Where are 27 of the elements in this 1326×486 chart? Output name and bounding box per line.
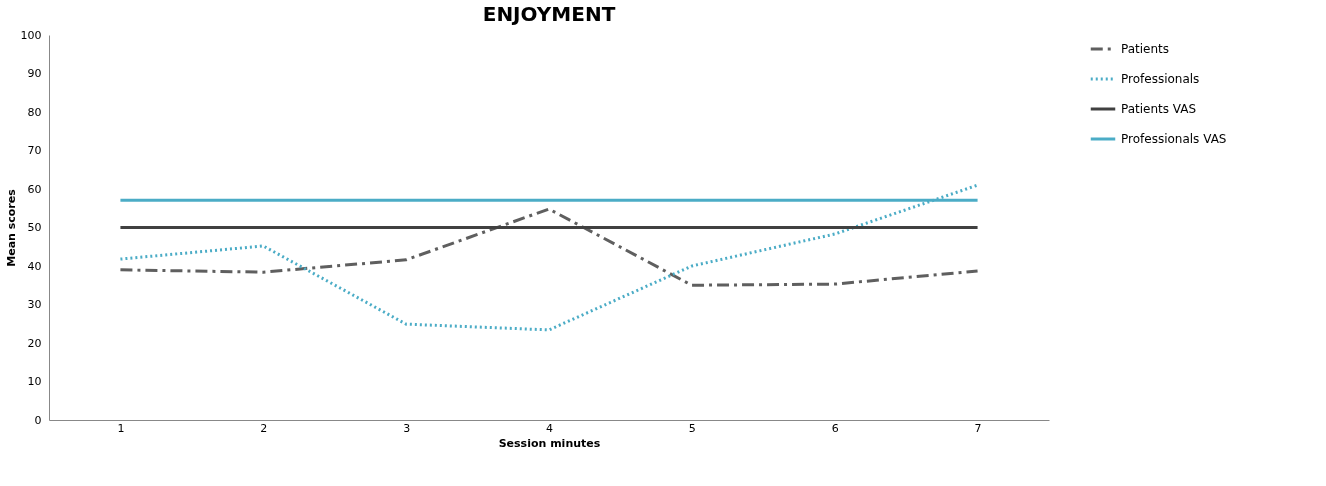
y-tick-label: 70 [27, 144, 42, 157]
x-tick-label: 6 [831, 421, 839, 435]
y-tick-label: 80 [27, 105, 42, 119]
y-tick-label: 50 [27, 221, 42, 234]
y-axis-title: Mean scores [4, 188, 18, 267]
x-tick-label: 7 [974, 421, 982, 435]
x-tick-label: 3 [403, 421, 411, 435]
chart-title: ENJOYMENT [482, 2, 616, 26]
legend-label: Patients VAS [1121, 102, 1197, 116]
y-tick-label: 30 [27, 298, 42, 311]
y-tick-label: 100 [20, 28, 42, 42]
line-series [118, 207, 980, 287]
line-series [118, 183, 980, 332]
y-tick-label: 40 [27, 259, 42, 273]
x-tick-label: 1 [117, 421, 125, 435]
legend-label: Professionals VAS [1121, 132, 1227, 146]
legend-label: Patients [1121, 42, 1170, 56]
y-tick-label: 90 [27, 67, 42, 80]
x-tick-label: 5 [688, 421, 696, 435]
x-tick-label: 2 [260, 421, 268, 435]
x-axis-title: Session minutes [498, 436, 601, 450]
y-tick-label: 0 [34, 413, 42, 427]
x-tick-label: 4 [546, 421, 553, 435]
y-tick-label: 60 [27, 182, 42, 196]
y-tick-label: 20 [27, 336, 42, 350]
legend-label: Professionals [1121, 72, 1200, 86]
y-tick-label: 10 [27, 375, 42, 388]
